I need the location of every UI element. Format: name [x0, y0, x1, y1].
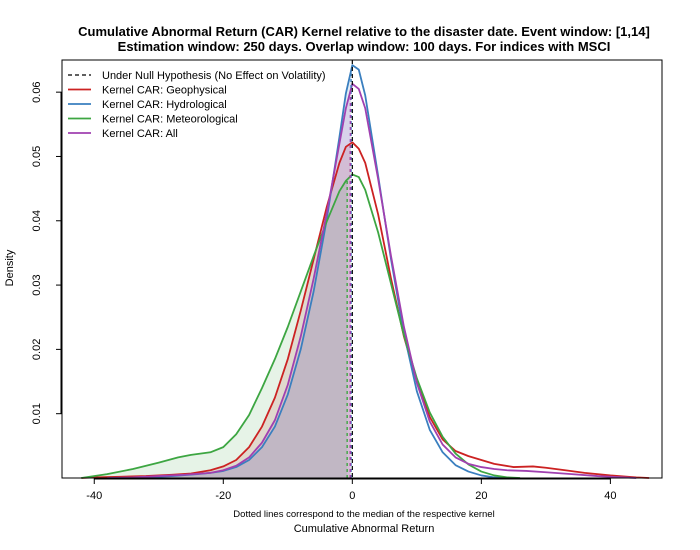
- y-tick-label: 0.05: [31, 146, 43, 167]
- legend-label: Kernel CAR: Geophysical: [102, 85, 227, 97]
- y-tick-label: 0.01: [31, 403, 43, 424]
- legend-label: Kernel CAR: All: [102, 128, 178, 140]
- median-lines: [346, 70, 352, 478]
- x-tick-label: 0: [349, 490, 355, 502]
- legend: Under Null Hypothesis (No Effect on Vola…: [68, 70, 326, 140]
- x-tick-label: 20: [475, 490, 487, 502]
- plot-frame: [61, 59, 663, 479]
- fill-geophysical: [81, 143, 351, 478]
- chart-title: Cumulative Abnormal Return (CAR) Kernel …: [78, 24, 650, 39]
- x-tick-label: 40: [604, 490, 616, 502]
- line-geophysical: [81, 141, 650, 479]
- y-axis: 0.01 0.02 0.03 0.04 0.05 0.06: [31, 81, 62, 424]
- line-all: [107, 82, 637, 479]
- legend-label: Kernel CAR: Hydrological: [102, 99, 227, 111]
- legend-label: Under Null Hypothesis (No Effect on Vola…: [102, 70, 326, 82]
- fill-all: [107, 91, 351, 478]
- legend-label: Kernel CAR: Meteorological: [102, 114, 238, 126]
- density-lines: [81, 64, 650, 479]
- x-axis-label: Cumulative Abnormal Return: [294, 523, 435, 535]
- y-axis-label: Density: [4, 249, 16, 286]
- x-tick-label: -40: [86, 490, 102, 502]
- line-meteorological: [81, 173, 521, 479]
- y-tick-label: 0.03: [31, 274, 43, 295]
- x-tick-label: -20: [215, 490, 231, 502]
- y-tick-label: 0.06: [31, 81, 43, 102]
- x-axis-note: Dotted lines correspond to the median of…: [233, 509, 494, 520]
- fill-hydrological: [126, 70, 352, 478]
- x-axis: -40 -20 0 20 40: [86, 478, 617, 502]
- chart-subtitle: Estimation window: 250 days. Overlap win…: [118, 39, 611, 54]
- y-tick-label: 0.02: [31, 339, 43, 360]
- y-tick-label: 0.04: [31, 210, 43, 231]
